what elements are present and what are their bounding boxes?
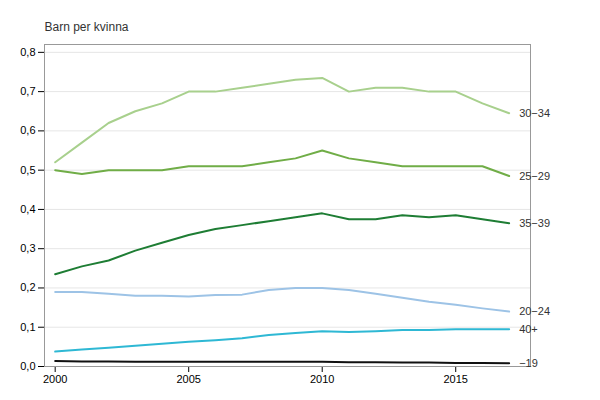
svg-text:0,7: 0,7 [20,85,35,97]
svg-text:25−29: 25−29 [519,170,550,182]
svg-text:30−34: 30−34 [519,107,550,119]
svg-text:2015: 2015 [443,373,467,385]
svg-text:0,0: 0,0 [20,360,35,372]
svg-text:0,6: 0,6 [20,124,35,136]
svg-text:0,3: 0,3 [20,242,35,254]
svg-text:2010: 2010 [310,373,334,385]
svg-text:0,4: 0,4 [20,203,35,215]
svg-text:20−24: 20−24 [519,305,550,317]
svg-text:−19: −19 [519,357,538,369]
svg-text:0,2: 0,2 [20,281,35,293]
svg-text:0,5: 0,5 [20,164,35,176]
svg-text:0,8: 0,8 [20,46,35,58]
svg-text:2000: 2000 [43,373,67,385]
svg-text:2005: 2005 [176,373,200,385]
svg-text:40+: 40+ [519,323,538,335]
svg-text:Barn per kvinna: Barn per kvinna [45,20,129,34]
svg-text:35−39: 35−39 [519,217,550,229]
svg-text:0,1: 0,1 [20,321,35,333]
